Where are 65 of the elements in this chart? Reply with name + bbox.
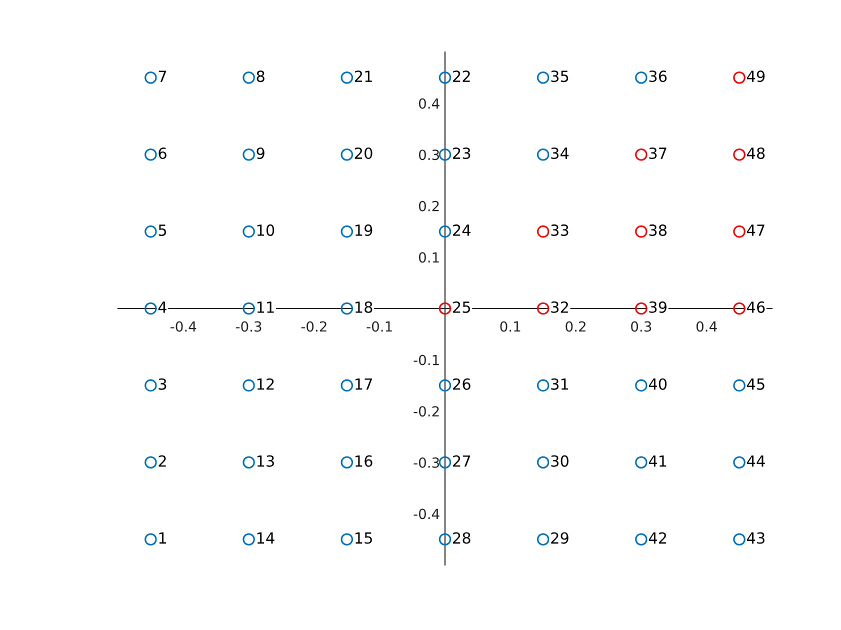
annotation: 39 [649, 301, 667, 313]
annotation: 19 [356, 224, 372, 236]
annotation: 43 [746, 532, 764, 544]
annotation: 25 [453, 301, 470, 313]
annotation: 31 [551, 378, 568, 390]
annotation: 1 [159, 532, 166, 544]
y-tick-label: 0.4 [418, 98, 440, 109]
annotation: 15 [356, 532, 372, 544]
annotation: 2 [158, 455, 166, 467]
x-tick-label: 0.2 [566, 321, 586, 332]
annotation: 8 [256, 70, 264, 82]
annotation: 13 [257, 455, 274, 467]
annotation: 30 [551, 455, 568, 467]
x-tick-label: -0.2 [301, 321, 326, 332]
y-tick-label: -0.4 [414, 508, 440, 520]
annotation: 12 [257, 378, 274, 390]
annotation: 40 [648, 378, 667, 390]
annotation: 48 [746, 147, 765, 160]
annotation: 14 [257, 532, 274, 544]
annotation: 49 [746, 70, 765, 82]
annotation: 42 [648, 532, 666, 544]
y-tick-label: 0.2 [418, 200, 439, 212]
annotation: 21 [354, 70, 372, 82]
annotation: 22 [453, 70, 470, 82]
y-tick-label: 0.1 [418, 252, 439, 263]
annotation: 46 [746, 301, 765, 313]
annotation: 29 [551, 532, 568, 544]
y-tick-label: -0.1 [414, 354, 439, 366]
annotation: 26 [453, 378, 470, 390]
x-tick-label: 0.1 [500, 321, 520, 332]
annotation: 6 [158, 147, 166, 160]
annotation: 28 [453, 532, 470, 544]
annotation: 34 [551, 147, 569, 160]
annotation: 33 [551, 224, 568, 236]
x-tick-label: -0.1 [366, 321, 392, 332]
annotation: 41 [648, 455, 666, 467]
annotation: 32 [551, 301, 568, 313]
annotation: 37 [649, 147, 666, 160]
annotation: 36 [649, 70, 667, 82]
annotation: 9 [256, 147, 264, 160]
x-tick-label: -0.3 [236, 321, 262, 332]
annotation: 18 [356, 301, 372, 313]
annotation: 17 [356, 378, 372, 390]
annotation: 24 [453, 224, 471, 236]
annotation: 23 [453, 147, 470, 160]
annotation: 4 [158, 302, 167, 313]
y-tick-label: -0.3 [414, 457, 440, 468]
annotation: 35 [551, 70, 568, 82]
annotation: 38 [649, 224, 667, 236]
x-tick-label: 0.4 [696, 321, 717, 332]
annotation: 44 [746, 455, 765, 467]
annotation: 20 [354, 147, 372, 160]
annotation: 3 [158, 378, 166, 390]
x-tick-label: -0.4 [170, 321, 196, 332]
annotation: 47 [746, 224, 764, 236]
annotation: 45 [746, 378, 764, 390]
x-tick-label: 0.3 [631, 321, 652, 332]
annotation: 27 [453, 455, 470, 467]
annotation: 16 [356, 455, 372, 467]
annotation: 5 [158, 224, 166, 236]
annotation: 11 [257, 302, 274, 313]
y-tick-label: 0.3 [418, 150, 440, 160]
annotation: 7 [158, 70, 166, 82]
annotation: 10 [257, 224, 274, 236]
y-tick-label: -0.2 [414, 406, 439, 417]
